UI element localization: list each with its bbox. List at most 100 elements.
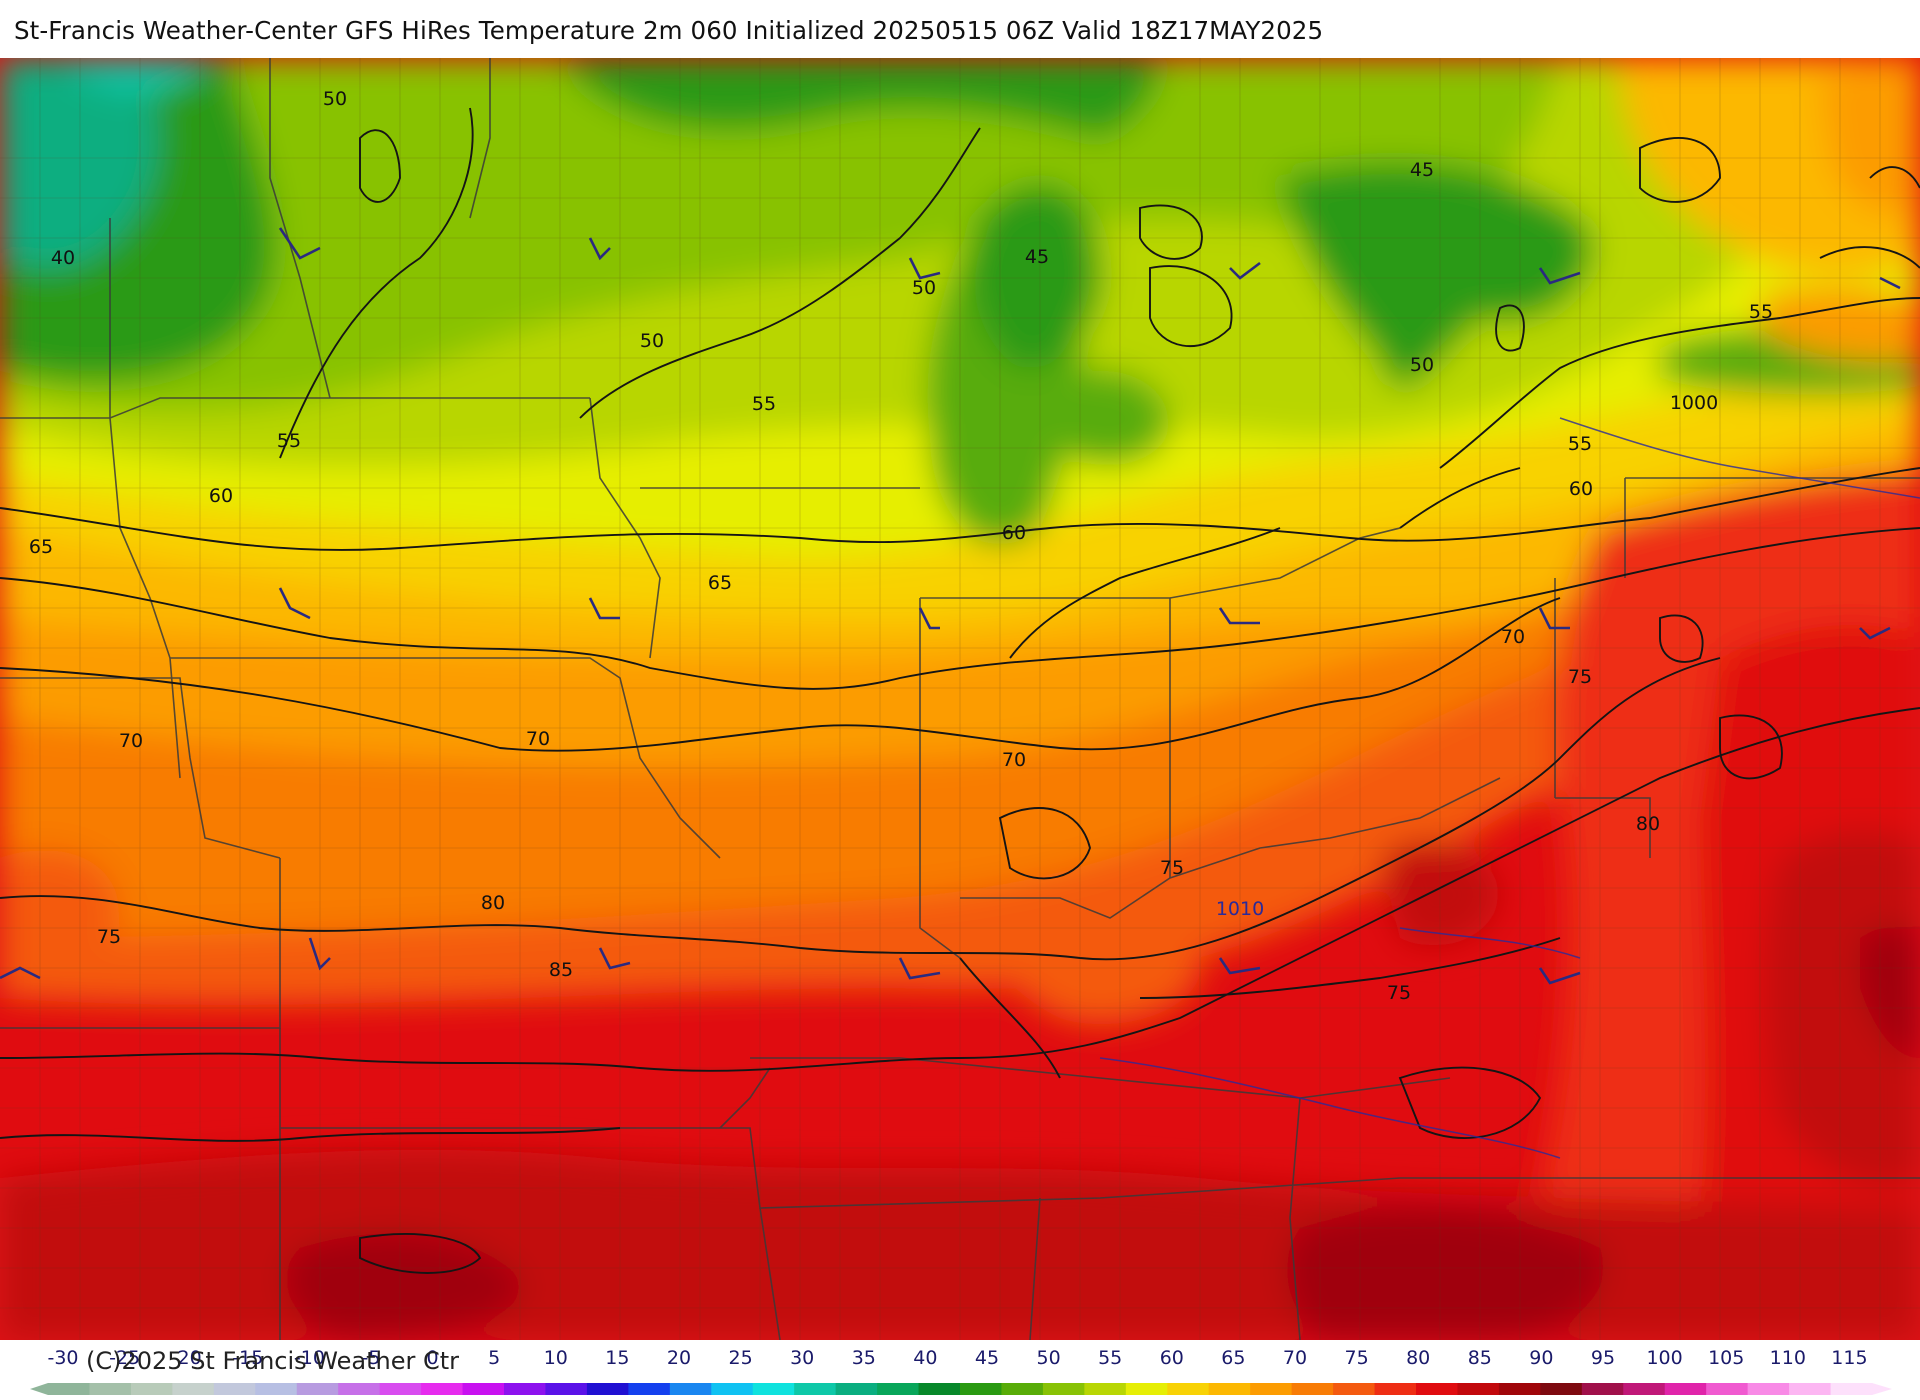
colorbar-swatch — [1540, 1383, 1583, 1395]
temp-label: 40 — [51, 247, 75, 269]
pressure-label: 1010 — [1216, 898, 1264, 920]
colorbar-swatch — [1623, 1383, 1666, 1395]
temp-label: 50 — [640, 330, 664, 352]
colorbar-tick: 30 — [790, 1347, 814, 1369]
colorbar-tick: 100 — [1646, 1347, 1682, 1369]
colorbar-swatch — [586, 1383, 629, 1395]
colorbar-tick: 55 — [1098, 1347, 1122, 1369]
temp-label: 45 — [1025, 246, 1049, 268]
colorbar-swatch — [1374, 1383, 1417, 1395]
county-grid — [0, 58, 1920, 1340]
colorbar-max-arrow — [1872, 1383, 1892, 1395]
temp-label: 50 — [323, 88, 347, 110]
colorbar-swatch — [918, 1383, 961, 1395]
colorbar-swatch — [1747, 1383, 1790, 1395]
colorbar-tick: 85 — [1468, 1347, 1492, 1369]
colorbar-tick: 115 — [1831, 1347, 1867, 1369]
temp-label: 80 — [1636, 813, 1660, 835]
colorbar-tick: -30 — [47, 1347, 78, 1369]
colorbar-swatch — [172, 1383, 215, 1395]
temp-label: 75 — [1568, 666, 1592, 688]
temp-label: 45 — [1410, 159, 1434, 181]
colorbar-tick: 20 — [667, 1347, 691, 1369]
pressure-labels: 1000 1010 — [1216, 392, 1718, 920]
colorbar-swatch — [1250, 1383, 1293, 1395]
colorbar-tick-labels: -30 -25 -20 -15 -10 -5 0 5 10 15 20 25 30 35 40 45 50 55 6… — [47, 1347, 1867, 1369]
colorbar-tick: 5 — [488, 1347, 500, 1369]
temp-label: 70 — [1002, 749, 1026, 771]
colorbar-swatch — [960, 1383, 1003, 1395]
colorbar-swatch — [835, 1383, 878, 1395]
colorbar-swatch — [421, 1383, 464, 1395]
temp-label: 75 — [97, 926, 121, 948]
colorbar-swatch — [1042, 1383, 1085, 1395]
isotherm-contours — [0, 107, 1920, 1274]
temp-label: 75 — [1160, 857, 1184, 879]
colorbar-tick: 110 — [1770, 1347, 1806, 1369]
colorbar-swatches — [30, 1383, 1892, 1395]
temp-label: 60 — [209, 485, 233, 507]
temperature-map: 50 50 50 50 45 45 40 55 55 55 55 60 60 6… — [0, 58, 1920, 1340]
colorbar-swatch — [877, 1383, 920, 1395]
pressure-isobars — [1099, 417, 1920, 1159]
temp-label: 55 — [1749, 301, 1773, 323]
colorbar-swatch — [213, 1383, 256, 1395]
colorbar-swatch — [1084, 1383, 1127, 1395]
temp-label: 85 — [549, 959, 573, 981]
temp-label: 55 — [752, 393, 776, 415]
colorbar-swatch — [130, 1383, 173, 1395]
colorbar-swatch — [1125, 1383, 1168, 1395]
temp-label: 80 — [481, 892, 505, 914]
temp-label: 50 — [1410, 354, 1434, 376]
colorbar-swatch — [1581, 1383, 1624, 1395]
colorbar-swatch — [794, 1383, 837, 1395]
colorbar-tick: -15 — [232, 1347, 263, 1369]
colorbar-swatch — [504, 1383, 547, 1395]
colorbar-tick: 35 — [852, 1347, 876, 1369]
map-title: St-Francis Weather-Center GFS HiRes Temp… — [14, 16, 1324, 45]
colorbar-tick: 75 — [1345, 1347, 1369, 1369]
colorbar-swatch — [462, 1383, 505, 1395]
temp-label: 55 — [277, 430, 301, 452]
colorbar-tick: 25 — [729, 1347, 753, 1369]
colorbar-tick: 10 — [544, 1347, 568, 1369]
colorbar-swatch — [1830, 1383, 1873, 1395]
colorbar-tick: 50 — [1037, 1347, 1061, 1369]
colorbar-swatch — [89, 1383, 132, 1395]
colorbar-tick: 70 — [1283, 1347, 1307, 1369]
colorbar-swatch — [752, 1383, 795, 1395]
colorbar-tick: -10 — [294, 1347, 325, 1369]
colorbar-tick: -20 — [171, 1347, 202, 1369]
colorbar-tick: 80 — [1406, 1347, 1430, 1369]
colorbar-tick: 45 — [975, 1347, 999, 1369]
colorbar-swatch — [1167, 1383, 1210, 1395]
colorbar-tick: 60 — [1160, 1347, 1184, 1369]
colorbar-swatch — [1457, 1383, 1500, 1395]
colorbar-swatch — [1001, 1383, 1044, 1395]
temp-label: 60 — [1002, 522, 1026, 544]
state-borders — [0, 58, 1920, 1340]
colorbar-swatch — [1291, 1383, 1334, 1395]
temp-label: 50 — [912, 277, 936, 299]
colorbar-tick: 95 — [1591, 1347, 1615, 1369]
colorbar-swatch — [1208, 1383, 1251, 1395]
colorbar-tick: 15 — [605, 1347, 629, 1369]
colorbar-swatch — [1498, 1383, 1541, 1395]
colorbar-swatch — [628, 1383, 671, 1395]
colorbar-swatch — [338, 1383, 381, 1395]
colorbar-tick: 90 — [1529, 1347, 1553, 1369]
pressure-label: 1000 — [1670, 392, 1718, 414]
colorbar-swatch — [1416, 1383, 1459, 1395]
temp-label: 70 — [1501, 626, 1525, 648]
colorbar-swatch — [669, 1383, 712, 1395]
temp-label: 75 — [1387, 982, 1411, 1004]
temp-label: 70 — [119, 730, 143, 752]
colorbar-swatch — [48, 1383, 91, 1395]
wind-barbs — [0, 227, 1901, 985]
colorbar-swatch — [255, 1383, 298, 1395]
colorbar-tick: 65 — [1221, 1347, 1245, 1369]
colorbar-tick: 0 — [427, 1347, 439, 1369]
colorbar-swatch — [296, 1383, 339, 1395]
colorbar-swatch — [1333, 1383, 1376, 1395]
temperature-labels: 50 50 50 50 45 45 40 55 55 55 55 60 60 6… — [29, 88, 1773, 1004]
